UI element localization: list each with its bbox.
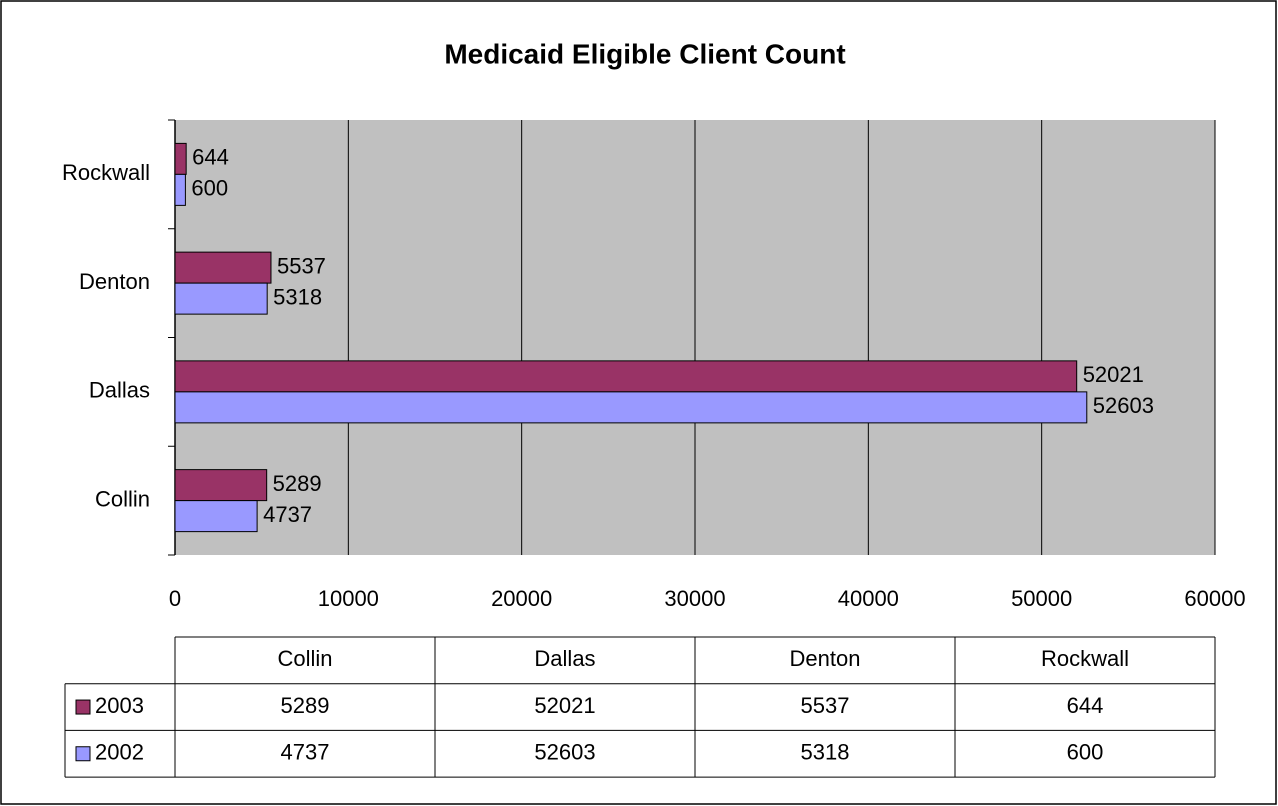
- x-tick-label: 10000: [318, 586, 379, 611]
- table-cell: 4737: [281, 740, 330, 765]
- data-label: 5289: [273, 471, 322, 496]
- bar: [174, 469, 268, 502]
- x-tick-label: 60000: [1184, 586, 1245, 611]
- table-cell: 52021: [534, 693, 595, 718]
- bar: [174, 173, 186, 206]
- chart-title: Medicaid Eligible Client Count: [444, 38, 845, 69]
- table-cell: 5318: [801, 740, 850, 765]
- data-label: 644: [192, 145, 229, 170]
- table-cell: 5537: [801, 693, 850, 718]
- x-tick-label: 40000: [838, 586, 899, 611]
- data-label: 5537: [277, 253, 326, 278]
- bar: [174, 360, 1078, 393]
- y-tick-label: Rockwall: [62, 160, 150, 185]
- data-label: 5318: [273, 284, 322, 309]
- legend-swatch: [75, 746, 91, 762]
- table-cell: 600: [1067, 740, 1104, 765]
- table-header: Dallas: [534, 646, 595, 671]
- table-cell: 52603: [534, 740, 595, 765]
- data-label: 600: [191, 176, 228, 201]
- table-cell: 644: [1067, 693, 1104, 718]
- x-tick-label: 20000: [491, 586, 552, 611]
- legend-swatch: [75, 699, 91, 715]
- data-label: 4737: [263, 502, 312, 527]
- legend-label: 2003: [95, 693, 144, 718]
- data-label: 52021: [1083, 362, 1144, 387]
- x-tick-label: 50000: [1011, 586, 1072, 611]
- table-header: Collin: [277, 646, 332, 671]
- table-cell: 5289: [281, 693, 330, 718]
- bar: [174, 391, 1088, 424]
- x-tick-label: 0: [169, 586, 181, 611]
- data-label: 52603: [1093, 393, 1154, 418]
- table-header: Rockwall: [1041, 646, 1129, 671]
- x-tick-label: 30000: [664, 586, 725, 611]
- table-header: Denton: [790, 646, 861, 671]
- legend-label: 2002: [95, 740, 144, 765]
- bar: [174, 282, 268, 315]
- bar: [174, 251, 272, 284]
- y-tick-label: Collin: [95, 486, 150, 511]
- y-tick-label: Dallas: [89, 378, 150, 403]
- bar: [174, 142, 187, 175]
- y-tick-label: Denton: [79, 269, 150, 294]
- bar: [174, 500, 258, 533]
